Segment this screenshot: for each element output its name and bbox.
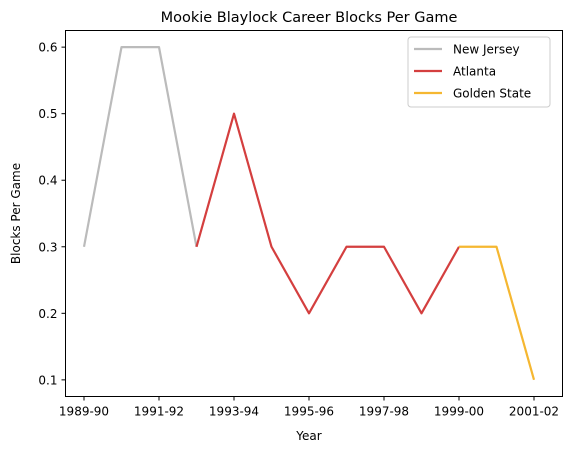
legend: New Jersey Atlanta Golden State bbox=[407, 36, 551, 108]
y-tick-label: 0.4 bbox=[38, 174, 57, 188]
y-axis-label: Blocks Per Game bbox=[9, 163, 23, 264]
y-axis: 0.1 0.2 0.3 0.4 0.5 0.6 bbox=[38, 41, 66, 387]
x-tick-label: 1993-94 bbox=[209, 405, 259, 419]
x-tick-label: 1997-98 bbox=[359, 405, 409, 419]
legend-box bbox=[407, 36, 551, 108]
y-tick-label: 0.6 bbox=[38, 41, 57, 55]
y-tick-label: 0.1 bbox=[38, 373, 57, 387]
series-line-golden-state bbox=[459, 245, 536, 381]
legend-label-golden-state: Golden State bbox=[453, 87, 531, 101]
x-tick-label: 1999-00 bbox=[434, 405, 484, 419]
x-tick-label: 1989-90 bbox=[59, 405, 109, 419]
y-tick-label: 0.5 bbox=[38, 107, 57, 121]
y-tick-label: 0.3 bbox=[38, 240, 57, 254]
chart-title: Mookie Blaylock Career Blocks Per Game bbox=[161, 10, 458, 26]
x-axis-label: Year bbox=[295, 429, 321, 443]
series-line-new-jersey bbox=[82, 46, 198, 247]
series-line-atlanta bbox=[195, 112, 460, 315]
x-tick-label: 2001-02 bbox=[509, 405, 559, 419]
y-tick-label: 0.2 bbox=[38, 307, 57, 321]
legend-label-atlanta: Atlanta bbox=[453, 65, 496, 79]
legend-label-new-jersey: New Jersey bbox=[453, 43, 520, 57]
x-axis: 1989-90 1991-92 1993-94 1995-96 1997-98 1999-… bbox=[59, 396, 559, 419]
x-tick-label: 1991-92 bbox=[134, 405, 184, 419]
x-tick-label: 1995-96 bbox=[284, 405, 334, 419]
plot-lines bbox=[82, 46, 536, 381]
plot-frame bbox=[65, 30, 563, 397]
